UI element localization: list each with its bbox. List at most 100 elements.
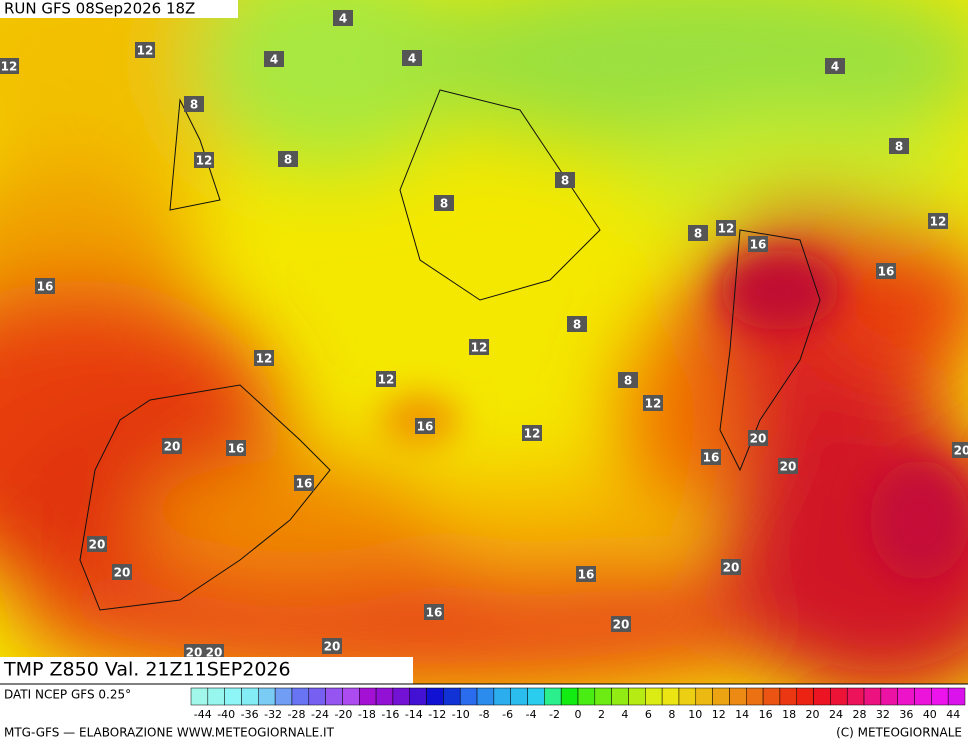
contour-label-box bbox=[522, 425, 542, 441]
scale-tick-label: -4 bbox=[526, 708, 537, 721]
scale-swatch bbox=[527, 687, 545, 706]
contour-label: 12 bbox=[196, 154, 213, 168]
scale-swatch bbox=[375, 687, 394, 706]
contour-label: 4 bbox=[339, 12, 347, 26]
contour-label-box bbox=[748, 430, 768, 446]
contour-label: 8 bbox=[561, 174, 569, 188]
scale-swatch bbox=[611, 687, 629, 706]
scale-swatch bbox=[897, 687, 915, 706]
run-box bbox=[0, 0, 238, 18]
scale-swatch bbox=[325, 687, 343, 706]
contour-label: 12 bbox=[524, 427, 541, 441]
contour-label: 16 bbox=[417, 420, 434, 434]
scale-tick-label: 24 bbox=[829, 708, 843, 721]
contour-label-box bbox=[0, 58, 19, 74]
contour-label-box bbox=[567, 316, 587, 332]
scale-tick-label: 12 bbox=[712, 708, 726, 721]
contour-label-box bbox=[889, 138, 909, 154]
contour-label-box bbox=[721, 559, 741, 575]
contour-label: 20 bbox=[164, 440, 181, 454]
scale-tick-label: 8 bbox=[668, 708, 675, 721]
scale-tick-label: -14 bbox=[405, 708, 423, 721]
contour-label: 12 bbox=[930, 215, 947, 229]
contour-label: 20 bbox=[750, 432, 767, 446]
contour-label: 16 bbox=[750, 238, 767, 252]
contour-label-box bbox=[876, 263, 896, 279]
contour-label: 8 bbox=[190, 98, 198, 112]
contour-label: 20 bbox=[723, 561, 740, 575]
scale-swatch bbox=[342, 687, 360, 706]
contour-label: 8 bbox=[573, 318, 581, 332]
contour-label-box bbox=[112, 564, 132, 580]
scale-swatch bbox=[409, 687, 427, 706]
scale-swatch bbox=[241, 687, 259, 706]
contour-label-box bbox=[35, 278, 55, 294]
scale-swatch bbox=[830, 687, 848, 706]
scale-tick-label: -40 bbox=[217, 708, 235, 721]
scale-swatch bbox=[443, 687, 461, 706]
run-label: RUN GFS 08Sep2026 18Z bbox=[4, 0, 195, 18]
contour-label-box bbox=[928, 213, 948, 229]
contour-label: 16 bbox=[426, 606, 443, 620]
scale-swatch bbox=[544, 687, 562, 706]
scale-swatch bbox=[594, 687, 612, 706]
scale-swatch bbox=[510, 687, 528, 706]
contour-label-box bbox=[701, 449, 721, 465]
scale-swatch bbox=[880, 687, 898, 706]
credit-label: MTG-GFS — ELABORAZIONE WWW.METEOGIORNALE… bbox=[4, 726, 335, 740]
contour-label: 12 bbox=[378, 373, 395, 387]
contour-label-box bbox=[952, 442, 968, 458]
contour-label-box bbox=[434, 195, 454, 211]
scale-tick-label: -8 bbox=[479, 708, 490, 721]
contour-label-box bbox=[469, 339, 489, 355]
scale-swatch bbox=[712, 687, 730, 706]
contour-label: 16 bbox=[296, 477, 313, 491]
scale-swatch bbox=[426, 687, 444, 706]
contour-label: 20 bbox=[89, 538, 106, 552]
contour-label: 8 bbox=[284, 153, 292, 167]
contour-label-box bbox=[402, 50, 422, 66]
scale-swatch bbox=[207, 687, 225, 706]
scale-swatch bbox=[796, 687, 814, 706]
scale-tick-label: 40 bbox=[923, 708, 937, 721]
scale-swatch bbox=[695, 687, 713, 706]
scale-swatch bbox=[476, 687, 495, 706]
contour-label: 4 bbox=[831, 60, 839, 74]
scale-swatch bbox=[308, 687, 326, 706]
contour-label: 16 bbox=[37, 280, 54, 294]
contour-label: 20 bbox=[186, 646, 203, 660]
contour-label: 20 bbox=[324, 640, 341, 654]
scale-tick-label: -28 bbox=[288, 708, 306, 721]
scale-swatch bbox=[258, 687, 276, 706]
scale-swatch bbox=[560, 687, 579, 706]
scale-swatch bbox=[813, 687, 831, 706]
scale-swatch bbox=[914, 687, 932, 706]
scale-tick-label: -2 bbox=[549, 708, 560, 721]
scale-swatch bbox=[274, 687, 293, 706]
scale-tick-label: -6 bbox=[502, 708, 513, 721]
scale-tick-label: 44 bbox=[946, 708, 960, 721]
contour-label-box bbox=[184, 644, 204, 660]
scale-swatch bbox=[846, 687, 865, 706]
scale-tick-label: 32 bbox=[876, 708, 890, 721]
contour-label-box bbox=[264, 51, 284, 67]
field-box bbox=[0, 657, 413, 684]
contour-label: 16 bbox=[703, 451, 720, 465]
scale-swatch bbox=[661, 687, 680, 706]
scale-tick-label: -44 bbox=[194, 708, 212, 721]
contour-label-box bbox=[415, 418, 435, 434]
contour-label: 16 bbox=[878, 265, 895, 279]
contour-label-box bbox=[254, 350, 274, 366]
field-label: TMP Z850 Val. 21Z11SEP2026 bbox=[3, 659, 291, 681]
scale-swatch bbox=[746, 687, 764, 706]
scale-tick-label: 20 bbox=[806, 708, 820, 721]
scale-tick-label: 36 bbox=[899, 708, 913, 721]
contour-label: 20 bbox=[206, 646, 223, 660]
scale-tick-label: -24 bbox=[311, 708, 329, 721]
scale-tick-label: 2 bbox=[598, 708, 605, 721]
scale-tick-label: -10 bbox=[452, 708, 470, 721]
contour-label-box bbox=[194, 152, 214, 168]
scale-tick-label: 14 bbox=[735, 708, 749, 721]
contour-label-box bbox=[278, 151, 298, 167]
